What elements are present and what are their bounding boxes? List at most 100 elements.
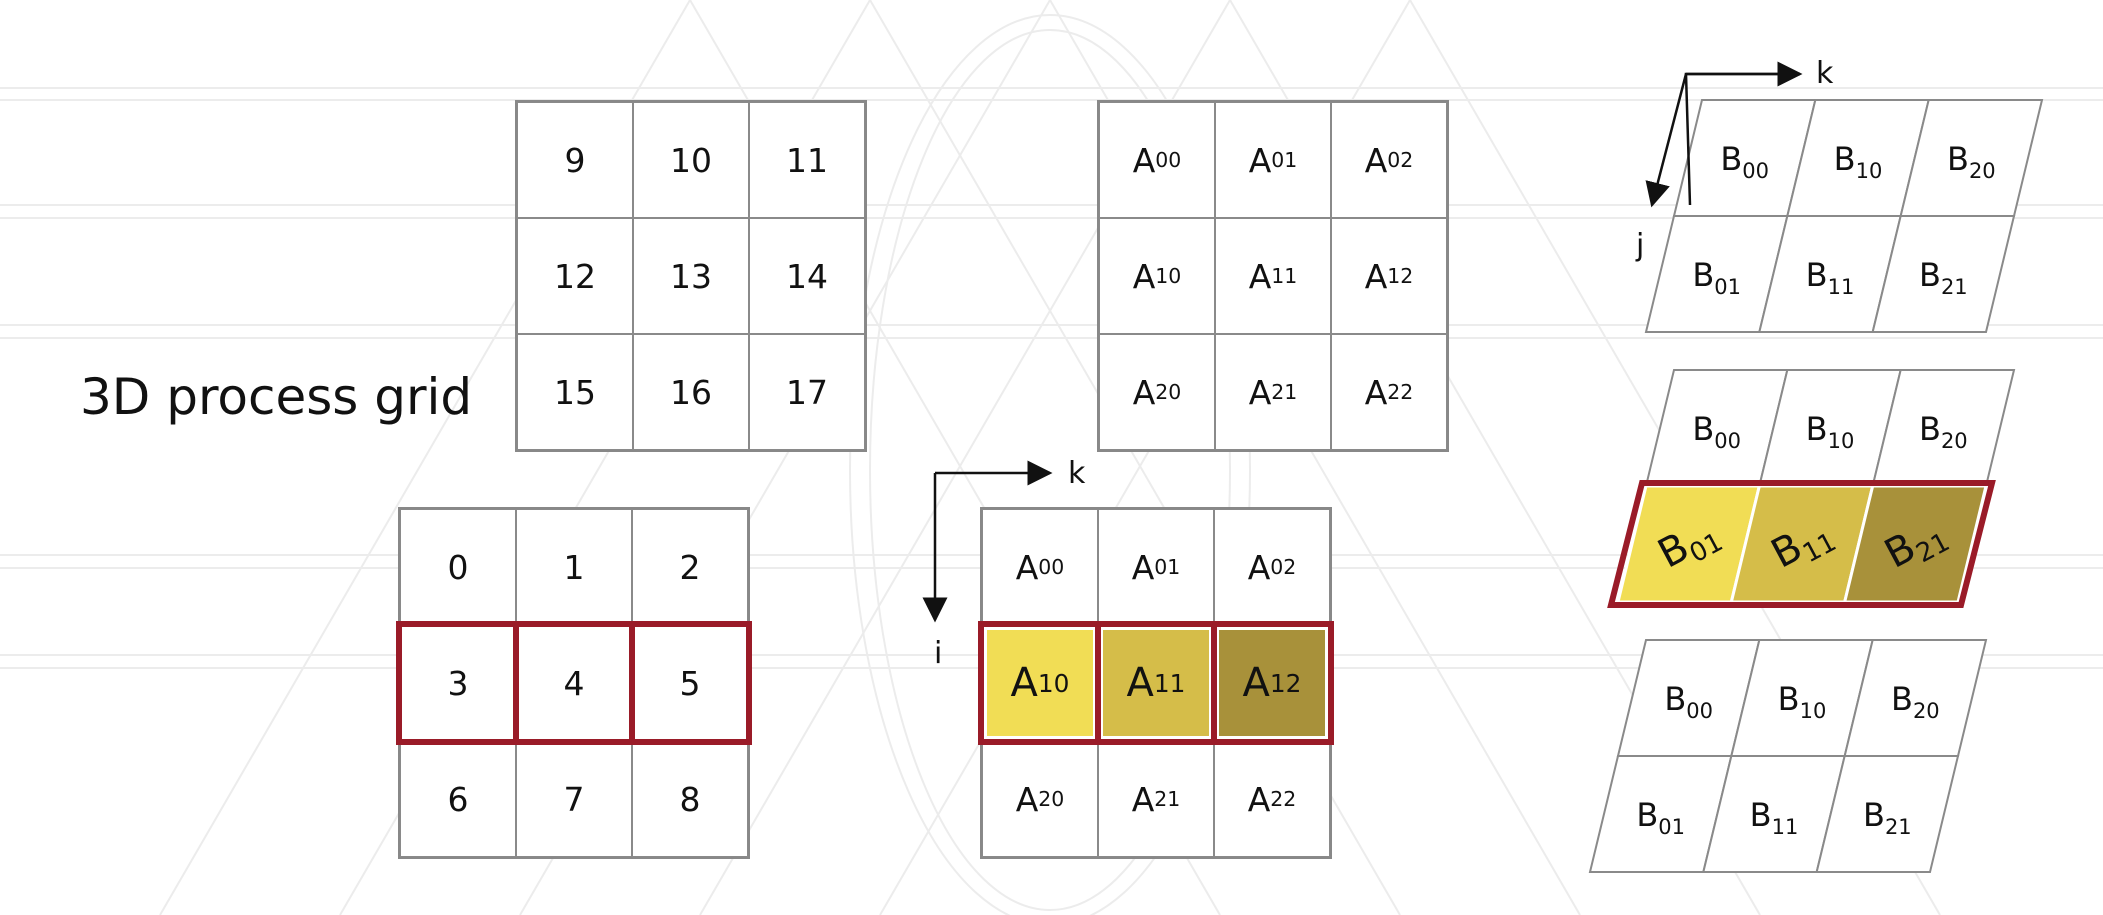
row-frame-divider xyxy=(1211,621,1217,745)
matrix-b-label-01: B01 xyxy=(1692,256,1741,299)
matrix-b-label-10: B10 xyxy=(1806,410,1855,453)
cell-symbol: B xyxy=(1919,256,1941,294)
cell-symbol: B xyxy=(1720,140,1742,178)
cell-subscript: 10 xyxy=(1155,264,1182,288)
matrix-a-cell-20: A 20 xyxy=(1099,334,1215,450)
process-cell-15: 15 xyxy=(517,334,633,450)
cell-symbol: B xyxy=(1692,256,1714,294)
matrix-a-cell-01: A 01 xyxy=(1215,102,1331,218)
cell-subscript: 22 xyxy=(1270,787,1297,811)
process-cell-12: 12 xyxy=(517,218,633,334)
matrix-b-label-00: B00 xyxy=(1664,680,1713,723)
highlighted-b-row xyxy=(1607,480,1996,608)
cell-symbol: A xyxy=(1247,779,1271,819)
cell-subscript: 11 xyxy=(1271,264,1298,288)
cell-subscript: 20 xyxy=(1155,380,1182,404)
cell-symbol: A xyxy=(1248,256,1272,296)
cell-subscript: 00 xyxy=(1686,699,1713,723)
cell-subscript: 02 xyxy=(1387,148,1414,172)
cell-subscript: 11 xyxy=(1153,668,1186,698)
matrix-a-cell-21: A 21 xyxy=(1098,741,1214,857)
matrix-a-cell-02: A 02 xyxy=(1214,509,1330,625)
cell-subscript: 00 xyxy=(1155,148,1182,172)
cell-subscript: 22 xyxy=(1387,380,1414,404)
cell-symbol: B xyxy=(1806,410,1828,448)
row-frame-divider xyxy=(1095,621,1101,745)
matrix-b-label-20: B20 xyxy=(1891,680,1940,723)
matrix-a-cell-00: A 00 xyxy=(1099,102,1215,218)
matrix-b-label-20: B20 xyxy=(1919,410,1968,453)
cell-subscript: 11 xyxy=(1772,815,1799,839)
process-cell-10: 10 xyxy=(633,102,749,218)
cell-subscript: 12 xyxy=(1387,264,1414,288)
cell-subscript: 11 xyxy=(1828,275,1855,299)
axis-label-i: i xyxy=(934,636,943,671)
cell-subscript: 10 xyxy=(1856,159,1883,183)
cell-symbol: A xyxy=(1126,660,1154,706)
cell-subscript: 10 xyxy=(1828,429,1855,453)
process-cell-17: 17 xyxy=(749,334,865,450)
cell-subscript: 00 xyxy=(1742,159,1769,183)
cell-symbol: A xyxy=(1364,372,1388,412)
matrix-b-label-20: B20 xyxy=(1947,140,1996,183)
cell-symbol: B xyxy=(1919,410,1941,448)
cell-subscript: 20 xyxy=(1969,159,1996,183)
cell-subscript: 21 xyxy=(1941,275,1968,299)
cell-subscript: 20 xyxy=(1941,429,1968,453)
process-cell-9: 9 xyxy=(517,102,633,218)
matrix-a-cell-12: A 12 xyxy=(1331,218,1447,334)
cell-subscript: 00 xyxy=(1714,429,1741,453)
axis-label-k-top: k xyxy=(1816,56,1834,91)
process-cell-13: 13 xyxy=(633,218,749,334)
matrix-b-label-01: B01 xyxy=(1636,796,1685,839)
matrix-b-label-11: B11 xyxy=(1806,256,1855,299)
cell-subscript: 21 xyxy=(1271,380,1298,404)
cell-symbol: A xyxy=(1010,660,1038,706)
cell-symbol: A xyxy=(1248,372,1272,412)
cell-symbol: A xyxy=(1248,140,1272,180)
cell-subscript: 01 xyxy=(1271,148,1298,172)
cell-symbol: A xyxy=(1364,140,1388,180)
matrix-a-cell-22: A 22 xyxy=(1331,334,1447,450)
matrix-a-cell-02: A 02 xyxy=(1331,102,1447,218)
row-frame-divider xyxy=(629,621,635,745)
cell-subscript: 20 xyxy=(1038,787,1065,811)
page-title: 3D process grid xyxy=(80,368,473,426)
cell-symbol: A xyxy=(1015,547,1039,587)
cell-symbol: B xyxy=(1750,796,1772,834)
cell-symbol: B xyxy=(1863,796,1885,834)
cell-subscript: 01 xyxy=(1658,815,1685,839)
cell-symbol: B xyxy=(1891,680,1913,718)
matrix-a-cell-11: A 11 xyxy=(1215,218,1331,334)
cell-symbol: A xyxy=(1132,256,1156,296)
cell-symbol: A xyxy=(1247,547,1271,587)
axis-label-k-mid: k xyxy=(1068,456,1086,491)
cell-symbol: A xyxy=(1242,660,1270,706)
axis-label-j: j xyxy=(1636,228,1645,263)
cell-subscript: 10 xyxy=(1800,699,1827,723)
matrix-b-label-21: B21 xyxy=(1863,796,1912,839)
cell-subscript: 01 xyxy=(1714,275,1741,299)
cell-subscript: 10 xyxy=(1037,668,1070,698)
matrix-a-cell-21: A 21 xyxy=(1215,334,1331,450)
cell-symbol: B xyxy=(1947,140,1969,178)
cell-subscript: 21 xyxy=(1885,815,1912,839)
cell-symbol: B xyxy=(1664,680,1686,718)
matrix-b-label-11: B11 xyxy=(1750,796,1799,839)
cell-symbol: A xyxy=(1015,779,1039,819)
matrix-b-label-00: B00 xyxy=(1720,140,1769,183)
matrix-b-label-00: B00 xyxy=(1692,410,1741,453)
row-frame-divider xyxy=(513,621,519,745)
process-cell-16: 16 xyxy=(633,334,749,450)
matrix-a-cell-12: A 12 xyxy=(1214,625,1330,741)
cell-symbol: B xyxy=(1636,796,1658,834)
cell-symbol: B xyxy=(1778,680,1800,718)
matrix-b-cell xyxy=(1815,755,1960,873)
cell-subscript: 01 xyxy=(1154,555,1181,579)
matrix-b-label-21: B21 xyxy=(1919,256,1968,299)
cell-symbol: B xyxy=(1692,410,1714,448)
cell-subscript: 12 xyxy=(1269,668,1302,698)
